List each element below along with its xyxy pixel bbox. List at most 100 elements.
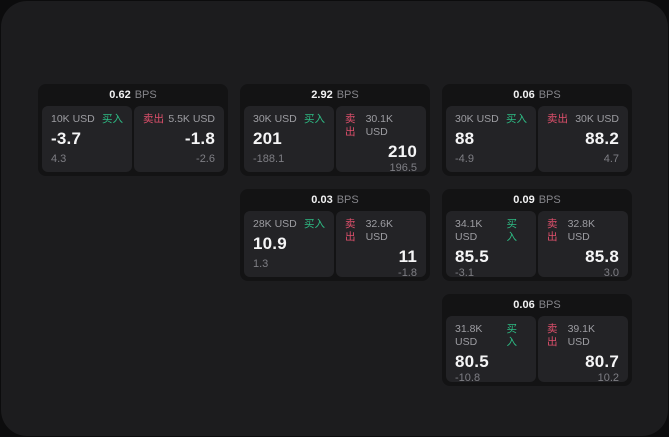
quote-card: 0.06 BPS 30K USD 买入 88 -4.9 卖出 30K USD 8… bbox=[442, 84, 632, 176]
quote-card: 0.09 BPS 34.1K USD 买入 85.5 -3.1 卖出 32.8K… bbox=[442, 189, 632, 281]
quote-card: 0.06 BPS 31.8K USD 买入 80.5 -10.8 卖出 39.1… bbox=[442, 294, 632, 386]
bps-unit: BPS bbox=[538, 299, 561, 311]
bps-unit: BPS bbox=[538, 89, 561, 101]
quote-grid: 0.62 BPS 10K USD 买入 -3.7 4.3 卖出 5.5K USD… bbox=[38, 84, 632, 386]
buy-label-row: 28K USD 买入 bbox=[253, 218, 325, 231]
buy-sub-value: 4.3 bbox=[51, 153, 67, 165]
buy-amount: 28K USD bbox=[253, 218, 297, 230]
sell-panel[interactable]: 卖出 39.1K USD 80.7 10.2 bbox=[538, 316, 628, 384]
buy-side-label: 买入 bbox=[506, 323, 517, 348]
sell-price: 85.8 bbox=[585, 247, 619, 266]
sell-label-row: 卖出 39.1K USD bbox=[547, 323, 619, 349]
card-header: 0.62 BPS bbox=[42, 84, 224, 106]
sell-amount: 39.1K USD bbox=[567, 323, 596, 348]
sell-amount: 30K USD bbox=[575, 113, 619, 125]
buy-side-label: 买入 bbox=[506, 218, 517, 243]
buy-sub-value: -188.1 bbox=[253, 153, 285, 165]
card-header: 0.03 BPS bbox=[244, 189, 426, 211]
buy-price: 10.9 bbox=[253, 234, 287, 253]
sell-side-label: 卖出 bbox=[547, 113, 568, 125]
sell-price: 11 bbox=[398, 247, 417, 266]
bps-unit: BPS bbox=[134, 89, 157, 101]
sell-side-label: 卖出 bbox=[547, 218, 558, 243]
buy-label-row: 31.8K USD 买入 bbox=[455, 323, 527, 349]
buy-panel[interactable]: 31.8K USD 买入 80.5 -10.8 bbox=[446, 316, 536, 384]
card-header: 0.09 BPS bbox=[446, 189, 628, 211]
buy-side-label: 买入 bbox=[506, 113, 527, 125]
bps-value: 2.92 bbox=[311, 89, 333, 101]
sell-amount: 32.6K USD bbox=[365, 218, 394, 243]
card-body: 30K USD 买入 201 -188.1 卖出 30.1K USD 210 1… bbox=[244, 106, 426, 174]
buy-price: 201 bbox=[253, 129, 282, 148]
sell-label-row: 卖出 32.8K USD bbox=[547, 218, 619, 244]
buy-amount: 30K USD bbox=[253, 113, 297, 125]
quote-card: 0.03 BPS 28K USD 买入 10.9 1.3 卖出 32.6K US… bbox=[240, 189, 430, 281]
buy-panel[interactable]: 30K USD 买入 201 -188.1 bbox=[244, 106, 334, 172]
sell-side-label: 卖出 bbox=[143, 113, 164, 125]
buy-label-row: 10K USD 买入 bbox=[51, 113, 123, 126]
buy-panel[interactable]: 10K USD 买入 -3.7 4.3 bbox=[42, 106, 132, 172]
bps-value: 0.03 bbox=[311, 194, 333, 206]
sell-amount: 30.1K USD bbox=[365, 113, 394, 138]
card-body: 31.8K USD 买入 80.5 -10.8 卖出 39.1K USD 80.… bbox=[446, 316, 628, 384]
buy-price: 88 bbox=[455, 129, 475, 148]
buy-sub-value: -10.8 bbox=[455, 372, 481, 384]
bps-value: 0.09 bbox=[513, 194, 535, 206]
sell-panel[interactable]: 卖出 32.8K USD 85.8 3.0 bbox=[538, 211, 628, 279]
bps-value: 0.06 bbox=[513, 299, 535, 311]
buy-panel[interactable]: 28K USD 买入 10.9 1.3 bbox=[244, 211, 334, 277]
sell-side-label: 卖出 bbox=[345, 113, 356, 138]
sell-price: -1.8 bbox=[184, 129, 215, 148]
sell-side-label: 卖出 bbox=[345, 218, 356, 243]
buy-side-label: 买入 bbox=[304, 218, 325, 230]
sell-panel[interactable]: 卖出 32.6K USD 11 -1.8 bbox=[336, 211, 426, 279]
card-body: 10K USD 买入 -3.7 4.3 卖出 5.5K USD -1.8 -2.… bbox=[42, 106, 224, 172]
sell-sub-value: 10.2 bbox=[597, 372, 619, 384]
sell-label-row: 卖出 32.6K USD bbox=[345, 218, 417, 244]
sell-label-row: 卖出 30K USD bbox=[547, 113, 619, 126]
bps-unit: BPS bbox=[336, 194, 359, 206]
sell-sub-value: 196.5 bbox=[389, 162, 417, 174]
sell-price: 88.2 bbox=[585, 129, 619, 148]
sell-sub-value: 3.0 bbox=[603, 267, 619, 279]
buy-amount: 30K USD bbox=[455, 113, 499, 125]
card-header: 0.06 BPS bbox=[446, 294, 628, 316]
buy-sub-value: -4.9 bbox=[455, 153, 474, 165]
buy-side-label: 买入 bbox=[102, 113, 123, 125]
buy-label-row: 30K USD 买入 bbox=[455, 113, 527, 126]
sell-panel[interactable]: 卖出 5.5K USD -1.8 -2.6 bbox=[134, 106, 224, 172]
bps-value: 0.62 bbox=[109, 89, 131, 101]
buy-amount: 31.8K USD bbox=[455, 323, 483, 348]
bps-unit: BPS bbox=[336, 89, 359, 101]
card-header: 2.92 BPS bbox=[244, 84, 426, 106]
buy-amount: 34.1K USD bbox=[455, 218, 483, 243]
sell-label-row: 卖出 5.5K USD bbox=[143, 113, 215, 126]
card-header: 0.06 BPS bbox=[446, 84, 628, 106]
bps-unit: BPS bbox=[538, 194, 561, 206]
buy-label-row: 30K USD 买入 bbox=[253, 113, 325, 126]
buy-sub-value: 1.3 bbox=[253, 258, 269, 270]
sell-price: 80.7 bbox=[585, 352, 619, 371]
buy-price: 80.5 bbox=[455, 352, 489, 371]
quote-card: 2.92 BPS 30K USD 买入 201 -188.1 卖出 30.1K … bbox=[240, 84, 430, 176]
sell-price: 210 bbox=[388, 142, 417, 161]
buy-side-label: 买入 bbox=[304, 113, 325, 125]
buy-label-row: 34.1K USD 买入 bbox=[455, 218, 527, 244]
card-body: 30K USD 买入 88 -4.9 卖出 30K USD 88.2 4.7 bbox=[446, 106, 628, 172]
sell-side-label: 卖出 bbox=[547, 323, 558, 348]
sell-amount: 5.5K USD bbox=[168, 113, 215, 125]
sell-label-row: 卖出 30.1K USD bbox=[345, 113, 417, 139]
quote-card: 0.62 BPS 10K USD 买入 -3.7 4.3 卖出 5.5K USD… bbox=[38, 84, 228, 176]
sell-sub-value: 4.7 bbox=[603, 153, 619, 165]
buy-price: 85.5 bbox=[455, 247, 489, 266]
sell-panel[interactable]: 卖出 30K USD 88.2 4.7 bbox=[538, 106, 628, 172]
buy-price: -3.7 bbox=[51, 129, 82, 148]
buy-sub-value: -3.1 bbox=[455, 267, 474, 279]
buy-panel[interactable]: 34.1K USD 买入 85.5 -3.1 bbox=[446, 211, 536, 279]
sell-panel[interactable]: 卖出 30.1K USD 210 196.5 bbox=[336, 106, 426, 174]
buy-panel[interactable]: 30K USD 买入 88 -4.9 bbox=[446, 106, 536, 172]
card-body: 34.1K USD 买入 85.5 -3.1 卖出 32.8K USD 85.8… bbox=[446, 211, 628, 279]
card-body: 28K USD 买入 10.9 1.3 卖出 32.6K USD 11 -1.8 bbox=[244, 211, 426, 279]
sell-amount: 32.8K USD bbox=[567, 218, 596, 243]
buy-amount: 10K USD bbox=[51, 113, 95, 125]
